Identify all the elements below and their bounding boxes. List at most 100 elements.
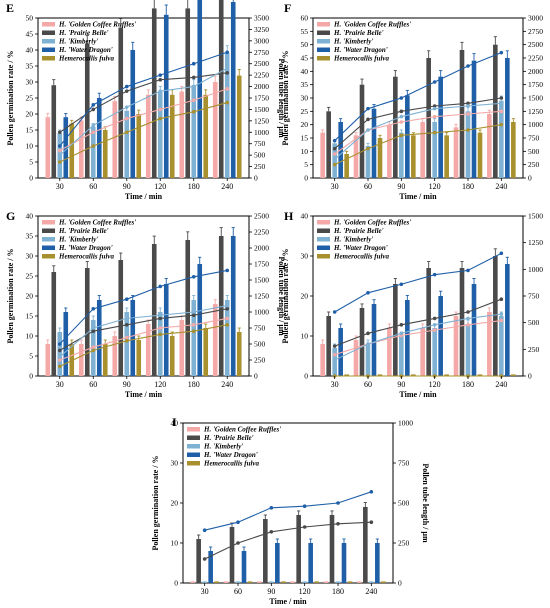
line-point: [57, 348, 62, 353]
y2-tick-label: 2000: [254, 82, 269, 91]
panel-g: G 0 5 10 15 20 25 30 35 40 0 250 500 750 1000 1250 1500 1…: [6, 209, 286, 399]
line-point: [432, 104, 437, 108]
y2-tick-label: 250: [254, 356, 266, 365]
panel-letter: F: [284, 1, 291, 15]
legend-label: H. 'Golden Coffee Ruffles': [58, 219, 136, 227]
y2-tick-label: 0: [528, 372, 532, 381]
bar: [118, 260, 124, 376]
legend-swatch: [317, 237, 330, 242]
bar: [363, 507, 368, 583]
line-point: [432, 114, 437, 119]
y2-tick-label: 500: [528, 318, 540, 327]
y2-tick-label: 1500: [254, 105, 269, 114]
line-point: [124, 105, 129, 109]
bar: [377, 374, 383, 376]
line-point: [499, 312, 504, 316]
x-tick-label: 120: [154, 380, 166, 389]
bar: [212, 304, 218, 376]
x-tick-label: 30: [331, 182, 339, 191]
x-tick-label: 60: [89, 182, 97, 191]
bar: [393, 76, 398, 178]
line-point: [225, 316, 230, 321]
y2-tick-label: 2250: [254, 228, 269, 237]
bar: [511, 374, 516, 376]
x-axis-title: Time / min: [399, 192, 437, 201]
bar: [308, 543, 313, 583]
line-point: [332, 310, 337, 314]
bar: [499, 316, 504, 376]
line-point: [191, 329, 196, 334]
x-tick-label: 30: [56, 380, 64, 389]
bar: [511, 122, 516, 178]
bar: [203, 94, 209, 178]
bar: [130, 50, 136, 178]
line-point: [236, 541, 240, 545]
y-tick-label: 60: [301, 14, 309, 23]
bar: [487, 114, 492, 178]
bar: [302, 581, 307, 583]
legend-swatch: [187, 452, 200, 457]
line-point: [499, 122, 504, 127]
x-tick-label: 240: [495, 182, 507, 191]
y2-tick-label: 250: [528, 345, 540, 354]
line-point: [302, 504, 307, 509]
bar: [90, 126, 96, 178]
y-tick-label: 25: [26, 94, 34, 103]
bar: [290, 581, 295, 583]
legend-label: H. 'Prairie Belle': [203, 434, 254, 442]
bar: [432, 328, 437, 376]
y-tick-label: 5: [304, 160, 308, 169]
line-point: [191, 109, 196, 114]
y-tick-label: 20: [26, 110, 34, 119]
bar: [136, 114, 142, 178]
line-point: [124, 84, 129, 89]
legend-swatch: [317, 22, 330, 27]
x-tick-label: 180: [462, 182, 474, 191]
bar: [320, 344, 325, 376]
line-point: [191, 313, 196, 318]
line-point: [57, 355, 62, 359]
y2-tick-label: 0: [528, 174, 532, 183]
bar: [477, 132, 483, 178]
x-axis-title: Time / min: [125, 390, 163, 399]
bar: [130, 300, 136, 376]
line-point: [399, 323, 404, 327]
bar: [499, 100, 504, 178]
legend-swatch: [42, 47, 55, 52]
line-point: [399, 109, 404, 114]
y2-tick-label: 1250: [528, 107, 543, 116]
x-tick-label: 120: [429, 182, 441, 191]
bar: [296, 515, 301, 583]
y-tick-label: 40: [301, 212, 309, 221]
tube-length-line: [204, 491, 372, 531]
line-point: [466, 112, 470, 116]
y2-axis-title: Pollen tube length / μm: [277, 58, 286, 138]
bar: [493, 256, 498, 376]
line-point: [366, 106, 370, 111]
panel-letter: E: [6, 1, 14, 15]
bar: [69, 123, 75, 178]
bar: [323, 581, 329, 583]
legend-label: H. 'Golden Coffee Ruffles': [58, 21, 136, 29]
bar: [51, 85, 57, 178]
bar: [432, 122, 437, 178]
legend-label: H. 'Water Dragon': [58, 46, 113, 54]
tube-length-line: [59, 269, 228, 345]
legend-label: Hemerocallis fulva: [58, 55, 115, 63]
x-tick-label: 30: [331, 380, 339, 389]
y-axis-title: Pollen germination rate / %: [281, 50, 290, 145]
line-point: [191, 310, 196, 314]
bar: [69, 344, 75, 376]
line-point: [236, 520, 240, 524]
y-tick-label: 20: [301, 292, 309, 301]
bar: [247, 581, 253, 583]
line-point: [499, 101, 504, 106]
y2-tick-label: 750: [398, 459, 410, 468]
y2-tick-label: 1250: [254, 116, 269, 125]
y2-tick-label: 1750: [254, 94, 269, 103]
x-axis-title: Time / min: [399, 390, 437, 399]
y-tick-label: 0: [304, 372, 308, 381]
y-tick-label: 20: [301, 120, 309, 129]
bar: [405, 300, 410, 376]
line-point: [332, 146, 337, 151]
